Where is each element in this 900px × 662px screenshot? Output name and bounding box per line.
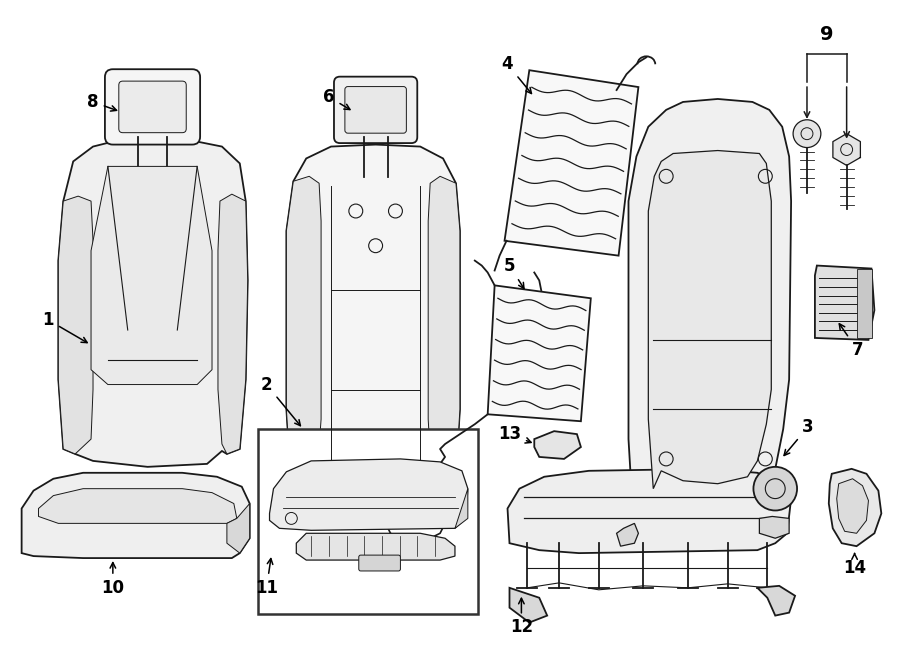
Polygon shape xyxy=(837,479,868,534)
Polygon shape xyxy=(628,99,791,526)
Polygon shape xyxy=(286,176,321,494)
Polygon shape xyxy=(39,489,237,524)
FancyBboxPatch shape xyxy=(119,81,186,132)
Polygon shape xyxy=(22,473,249,558)
Circle shape xyxy=(793,120,821,148)
Polygon shape xyxy=(758,586,795,616)
Text: 11: 11 xyxy=(255,559,278,597)
Text: 7: 7 xyxy=(840,324,863,359)
Polygon shape xyxy=(455,489,468,528)
Text: 10: 10 xyxy=(102,563,124,597)
Polygon shape xyxy=(218,194,248,454)
Text: 2: 2 xyxy=(261,375,301,426)
Polygon shape xyxy=(227,504,249,553)
Text: 13: 13 xyxy=(498,425,531,443)
FancyBboxPatch shape xyxy=(257,429,478,614)
Polygon shape xyxy=(91,166,212,385)
Polygon shape xyxy=(616,524,638,546)
Polygon shape xyxy=(488,285,590,421)
FancyBboxPatch shape xyxy=(334,77,418,143)
Text: 1: 1 xyxy=(42,311,87,343)
Polygon shape xyxy=(58,196,93,454)
Polygon shape xyxy=(269,459,468,530)
Text: 9: 9 xyxy=(820,25,833,44)
Text: 6: 6 xyxy=(323,88,350,109)
Polygon shape xyxy=(58,140,248,467)
Text: 8: 8 xyxy=(87,93,117,111)
Polygon shape xyxy=(648,150,771,489)
Text: 5: 5 xyxy=(504,257,524,289)
Polygon shape xyxy=(296,534,455,560)
Polygon shape xyxy=(760,516,789,538)
FancyBboxPatch shape xyxy=(345,87,407,133)
FancyBboxPatch shape xyxy=(359,555,400,571)
Polygon shape xyxy=(508,469,791,553)
Polygon shape xyxy=(535,431,581,459)
Polygon shape xyxy=(509,588,547,622)
Polygon shape xyxy=(428,176,460,496)
Polygon shape xyxy=(829,469,881,546)
Polygon shape xyxy=(286,144,460,508)
FancyBboxPatch shape xyxy=(105,70,200,144)
Text: 14: 14 xyxy=(843,553,866,577)
Polygon shape xyxy=(832,134,860,166)
FancyBboxPatch shape xyxy=(857,269,872,338)
Circle shape xyxy=(753,467,797,510)
Polygon shape xyxy=(814,265,875,340)
Polygon shape xyxy=(505,70,638,256)
Text: 3: 3 xyxy=(784,418,814,455)
Text: 12: 12 xyxy=(509,598,533,636)
Text: 4: 4 xyxy=(501,55,531,93)
